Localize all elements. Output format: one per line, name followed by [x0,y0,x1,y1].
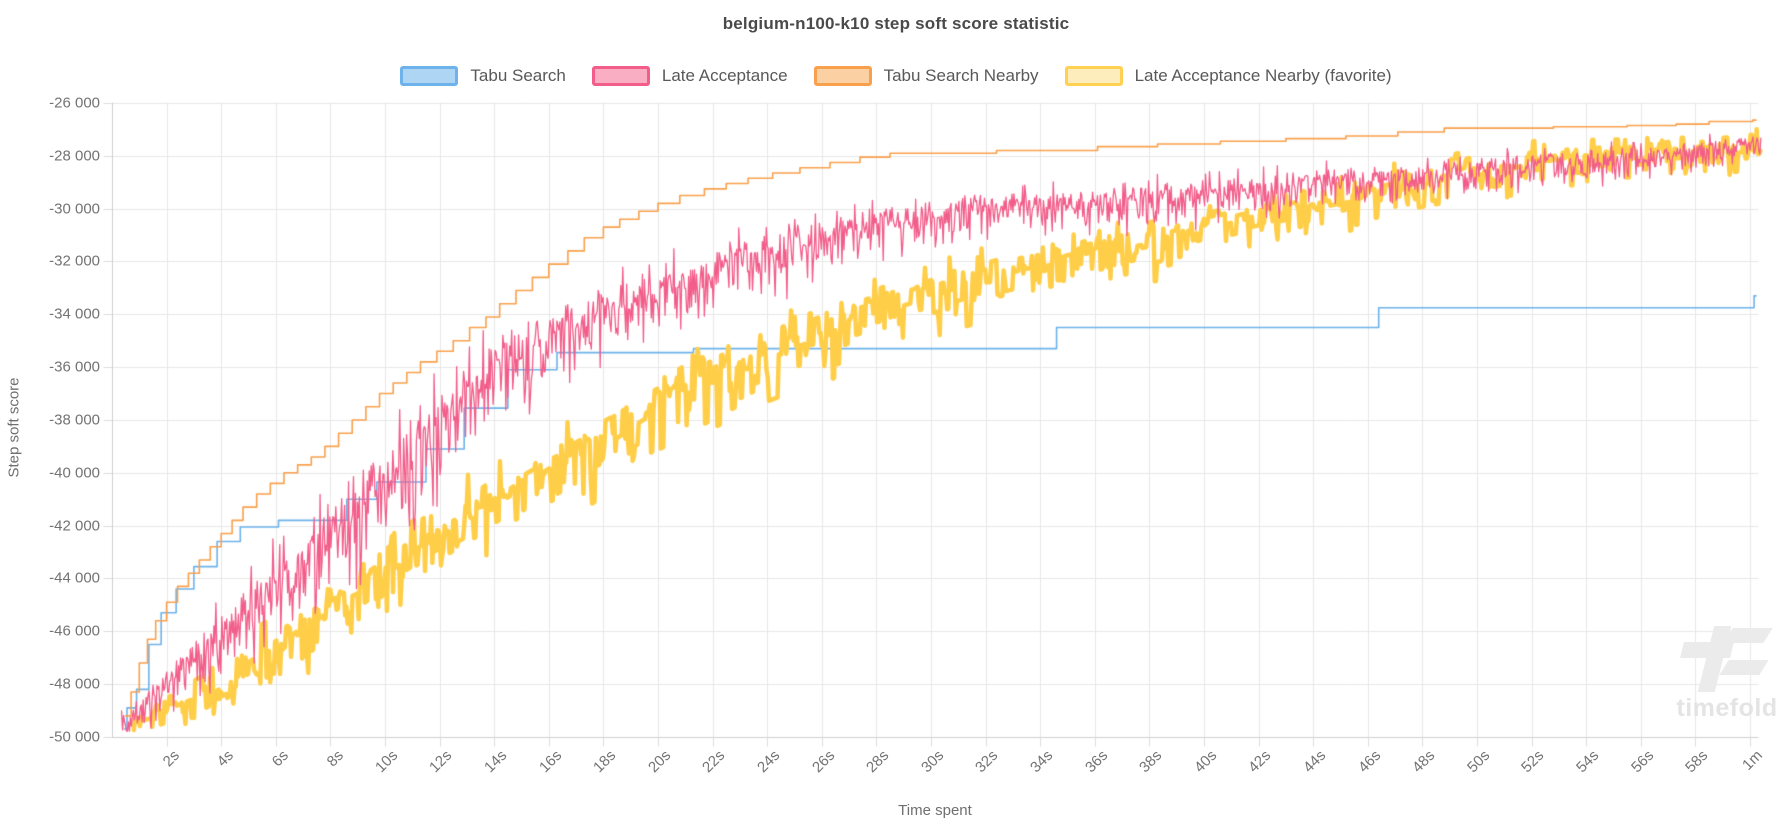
y-tick-label: -42 000 [49,517,100,535]
legend-item-late-acceptance[interactable]: Late Acceptance [591,66,788,86]
y-tick-label: -38 000 [49,411,100,429]
y-tick-label: -26 000 [49,94,100,112]
y-tick-label: -40 000 [49,464,100,482]
legend-label: Tabu Search Nearby [883,66,1039,85]
legend-swatch-icon [591,66,650,86]
legend-item-late-acceptance-nearby-favorite[interactable]: Late Acceptance Nearby (favorite) [1064,66,1392,86]
y-tick-label: -46 000 [49,622,100,640]
y-tick-label: -48 000 [49,675,100,693]
y-tick-label: -44 000 [49,569,100,587]
legend-swatch-icon [1064,66,1123,86]
legend-swatch-icon [400,66,459,86]
y-tick-label: -32 000 [49,252,100,270]
y-tick-label: -50 000 [49,728,100,746]
legend-swatch-icon [813,66,872,86]
y-tick-label: -30 000 [49,200,100,218]
chart-title: belgium-n100-k10 step soft score statist… [722,14,1070,33]
legend-label: Late Acceptance Nearby (favorite) [1134,66,1392,85]
legend-label: Tabu Search [470,66,566,85]
y-tick-label: -36 000 [49,358,100,376]
legend-label: Late Acceptance [661,66,788,85]
y-tick-label: -28 000 [49,147,100,165]
legend-item-tabu-search[interactable]: Tabu Search [400,66,566,86]
chart-legend: Tabu Search Late Acceptance Tabu Search Ne… [0,66,1792,86]
y-tick-label: -34 000 [49,305,100,323]
x-axis-title: Time spent [898,802,972,819]
legend-item-tabu-search-nearby[interactable]: Tabu Search Nearby [813,66,1039,86]
